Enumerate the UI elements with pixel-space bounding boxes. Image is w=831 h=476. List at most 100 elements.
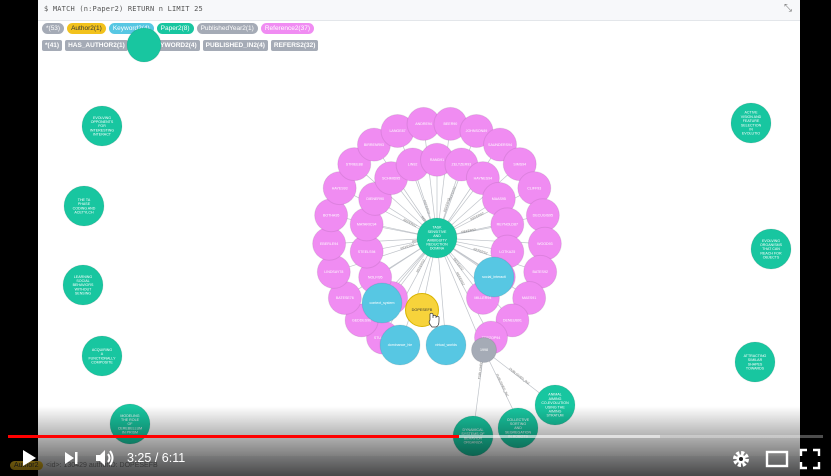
volume-icon[interactable] (93, 446, 117, 470)
paper-node[interactable]: ACQUIRING A FUNCTIONALLY COMPOSITE (81, 335, 123, 377)
neo4j-browser-frame: $ MATCH (n:Paper2) RETURN n LIMIT 25 ⤡ *… (38, 0, 800, 476)
paper-node[interactable]: ACTIVE VISION AND FEATURE SELECTION IN EVOLUT… (730, 102, 772, 144)
node-caption: DOPESEFB (412, 308, 433, 312)
paper-node[interactable]: MODELING THE ROLE OF CEREBELLUM IN PRISM (109, 403, 151, 445)
node-caption: WOOD93 (537, 242, 553, 246)
relationship-label: REFERS2 (415, 258, 426, 273)
node-caption: LOTKA25 (499, 250, 515, 254)
node-caption: TASK SENSITIVE AND AMBIGUITY REDUCTION DOMINA (426, 226, 448, 251)
node-caption: NOLFI95 (368, 275, 383, 279)
duration: 6:11 (161, 451, 186, 465)
next-icon[interactable] (60, 447, 82, 469)
published-year-node[interactable]: 1998 (471, 337, 497, 363)
graph-canvas[interactable]: REFERS2REFERS2REFERS2REFERS2REFERS2REFER… (38, 0, 800, 456)
node-caption: virtual_worlds (435, 343, 457, 347)
paper-node[interactable]: EVOLVING OPPONENTS FOR INTERESTING INTERACT (81, 105, 123, 147)
progress-bar[interactable] (8, 435, 823, 438)
node-caption: context_system (370, 301, 395, 305)
reference-node[interactable]: RAND91 (420, 142, 454, 177)
reference-node[interactable]: MATARIC94 (349, 207, 384, 242)
relationship-label: REFERS2 (400, 242, 415, 250)
node-caption: LIN92 (408, 163, 418, 167)
node-caption: STRIEE88 (346, 162, 363, 166)
paper-node[interactable]: ANIMAL AIMING CO-EVOLUTION USING THE AIMING S… (534, 384, 576, 426)
current-time: 3:25 (127, 451, 152, 465)
relationship-label: REFERS2 (443, 197, 452, 212)
relationship-label: REFERS2 (473, 247, 488, 255)
graph-nodes: STUART89GEDDES96BATESE76LINDSAY78EBERLE9… (62, 27, 792, 456)
relationship-label: PUBLISHED_IN2 (477, 354, 484, 379)
node-caption: ZELTZER93 (452, 163, 472, 167)
node-caption: ANDRE94 (415, 122, 432, 126)
reference-node[interactable]: WOOD93 (527, 226, 562, 261)
theater-mode-icon[interactable] (765, 448, 789, 470)
node-caption: 1998 (480, 348, 488, 352)
progress-played (8, 435, 459, 438)
reference-node[interactable]: LINDSAY78 (316, 254, 351, 289)
reference-node[interactable]: SIMS94 (502, 147, 537, 182)
paper-node[interactable]: COLLECTIVE SORTING AND SEGREGATION IN ROBOTS (497, 407, 539, 449)
relationship-type-tag[interactable]: HAS_KEYWORD2(4) (130, 40, 200, 51)
node-caption: SCHMID95 (382, 176, 400, 180)
node-labels-legend: *(53) Author2(1) Keyword2(4) Paper2(8) Publi… (42, 23, 314, 37)
paper-node[interactable]: THE TA PHASE CODING AND ACETYLCH (63, 185, 105, 227)
keyword-node[interactable]: virtual_worlds (425, 324, 467, 366)
paper-node[interactable]: LEARNING SOCIAL BEHAVIORS WITHOUT SENSING (62, 264, 104, 306)
relationship-type-tag[interactable]: *(41) (42, 40, 63, 51)
node-caption: ACQUIRING A FUNCTIONALLY COMPOSITE (88, 348, 116, 365)
time-display: 3:25 / 6:11 (127, 451, 185, 465)
relationship-label: REFERS2 (455, 271, 466, 286)
play-icon[interactable] (18, 447, 40, 469)
node-caption: DECUGIS95 (533, 213, 553, 217)
keyword-node[interactable]: social_interacti (473, 256, 515, 298)
relationship-type-tag[interactable]: REFERS2(32) (270, 40, 319, 51)
paper-node[interactable]: ATTRACTING SIMILAR SHAPES TOWARDS (734, 341, 776, 383)
relationship-label: PUBLISHED_IN2 (508, 367, 530, 386)
reference-node[interactable]: DECUGIS95 (525, 198, 560, 233)
keyword-node[interactable]: dominance_hie (379, 324, 421, 366)
label-pill[interactable]: PublishedYear2(1) (196, 23, 258, 34)
hand-cursor-icon (428, 312, 440, 328)
node-caption: REYNOLD87 (497, 223, 518, 227)
label-pill[interactable]: Author2(1) (67, 23, 106, 34)
node-caption: GEDDES96 (352, 319, 371, 323)
node-caption: EBERLE94 (320, 242, 338, 246)
paper-node[interactable]: EVOLVING ORGANISMS THAT CAN REACH FOR OBJECT… (750, 228, 792, 270)
center-paper-node[interactable]: TASK SENSITIVE AND AMBIGUITY REDUCTION DOMINA (416, 217, 458, 259)
keyword-node[interactable]: context_system (361, 282, 403, 324)
label-pill[interactable]: *(53) (42, 23, 65, 34)
reference-node[interactable]: MAAS95 (481, 181, 516, 216)
node-caption: DENEUB91 (503, 319, 522, 323)
node-caption: LANGE87 (389, 129, 405, 133)
node-caption: CLIFF93 (527, 186, 541, 190)
relationship-type-tag[interactable]: PUBLISHED_IN2(4) (202, 40, 268, 51)
relationship-types-legend: *(41) HAS_AUTHOR2(1) HAS_KEYWORD2(4) PUBLIS… (42, 40, 319, 53)
settings-gear-icon[interactable] (729, 447, 753, 471)
label-pill[interactable]: Keyword2(4) (108, 23, 154, 34)
node-caption: MAES91 (522, 296, 536, 300)
node-caption: dominance_hie (388, 343, 412, 347)
node-caption: HAYNES94 (474, 176, 493, 180)
fullscreen-icon[interactable] (799, 448, 821, 470)
node-caption: BATES92 (532, 270, 548, 274)
query-text: $ MATCH (n:Paper2) RETURN n LIMIT 25 (44, 5, 203, 13)
node-caption: JOHNSON89 (466, 129, 488, 133)
node-caption: DIENER90 (366, 197, 384, 201)
node-caption: BIRRENR93 (364, 143, 384, 147)
relationship-type-tag[interactable]: HAS_AUTHOR2(1) (65, 40, 128, 51)
node-caption: SIMS94 (513, 162, 526, 166)
reference-node[interactable]: HAYES93 (322, 171, 357, 206)
reference-node[interactable]: EBERLE94 (312, 226, 347, 261)
label-pill[interactable]: Paper2(8) (156, 23, 194, 34)
relationship-label: REFERS2 (461, 227, 476, 234)
node-caption: ATTRACTING SIMILAR SHAPES TOWARDS (744, 354, 767, 371)
node-caption: THE TA PHASE CODING AND ACETYLCH (73, 198, 96, 215)
label-pill[interactable]: Reference2(37) (260, 23, 314, 34)
relationship-label: PUBLISHED_IN2 (495, 373, 510, 397)
collapse-icon[interactable]: ⤡ (784, 3, 792, 14)
paper-node[interactable] (126, 27, 162, 63)
node-caption: MAAS95 (492, 197, 506, 201)
query-bar[interactable]: $ MATCH (n:Paper2) RETURN n LIMIT 25 ⤡ (38, 0, 800, 21)
reference-node[interactable]: BATESE76 (327, 280, 362, 315)
